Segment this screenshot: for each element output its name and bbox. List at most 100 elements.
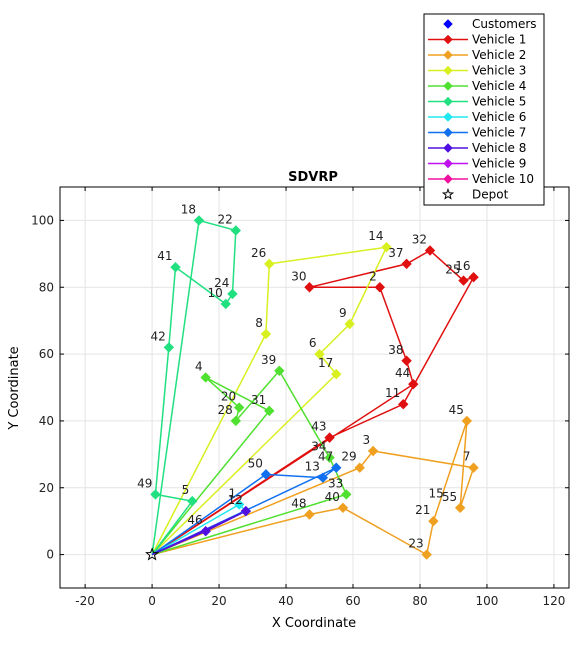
customer-label: 7 <box>463 450 471 464</box>
legend-label: Vehicle 10 <box>472 172 534 186</box>
x-tick-label: 60 <box>345 594 360 608</box>
customer-label: 55 <box>442 490 457 504</box>
legend-swatch <box>443 19 453 29</box>
customer-point-41 <box>170 261 181 273</box>
y-tick-label: 80 <box>39 280 54 294</box>
customer-label: 14 <box>368 229 383 243</box>
customer-point-44 <box>408 378 419 390</box>
x-tick-label: 0 <box>148 594 156 608</box>
customer-point-11 <box>398 399 409 410</box>
customer-point-33 <box>341 489 352 500</box>
customer-point-22 <box>230 225 242 236</box>
y-tick-label: 20 <box>39 481 54 495</box>
customer-point-43 <box>324 432 335 443</box>
legend-swatch <box>443 81 453 91</box>
customer-label: 26 <box>251 246 266 260</box>
customer-point-48 <box>304 509 315 520</box>
customer-label: 11 <box>385 386 400 400</box>
customer-label: 17 <box>318 356 333 370</box>
customer-label: 40 <box>325 490 340 504</box>
customer-label: 1 <box>229 486 237 500</box>
customer-point-30 <box>304 282 315 293</box>
customer-point-31 <box>264 405 275 417</box>
customer-label: 21 <box>415 503 430 517</box>
customer-label: 43 <box>311 420 326 434</box>
legend-entry: Vehicle 10 <box>428 172 534 186</box>
customer-point-32 <box>424 245 436 256</box>
legend-entry: Vehicle 3 <box>428 64 526 78</box>
legend-swatch <box>443 112 453 122</box>
y-tick-label: 100 <box>31 213 54 227</box>
y-tick-label: 0 <box>46 548 54 562</box>
x-tick-label: 100 <box>476 594 499 608</box>
customer-point-8 <box>260 328 272 340</box>
customer-label: 24 <box>214 276 229 290</box>
legend-swatch <box>443 158 453 169</box>
chart-title: SDVRP <box>288 170 338 185</box>
customer-label: 22 <box>218 212 233 226</box>
customer-point-12 <box>240 505 252 517</box>
customer-label: 39 <box>261 353 276 367</box>
legend-swatch <box>443 143 453 153</box>
customer-label: 23 <box>408 537 423 551</box>
route-line-vehicle-3 <box>151 246 388 556</box>
x-tick-label: 40 <box>278 594 293 608</box>
route-line-vehicle-8 <box>151 510 247 556</box>
customer-point-34 <box>324 452 335 463</box>
customer-point-9 <box>344 318 355 330</box>
customer-label: 20 <box>221 390 236 404</box>
legend-swatch <box>441 188 455 200</box>
customer-label: 13 <box>305 460 320 474</box>
legend-label: Vehicle 3 <box>472 64 526 78</box>
legend-entry: Vehicle 5 <box>428 95 526 109</box>
customer-label: 4 <box>195 359 203 373</box>
customer-label: 32 <box>412 232 427 246</box>
legend-swatch <box>443 174 453 184</box>
y-tick-label: 40 <box>39 414 54 428</box>
legend-entry: Vehicle 2 <box>428 48 526 62</box>
depot-marker <box>145 547 160 561</box>
legend-entry: Customers <box>443 17 537 31</box>
customer-label: 33 <box>328 476 343 490</box>
plot-area <box>59 186 570 589</box>
route-markers <box>145 215 479 561</box>
customer-label: 5 <box>182 483 190 497</box>
customer-label: 31 <box>251 393 266 407</box>
customer-point-18 <box>193 215 205 226</box>
y-axis-label: Y Coordinate <box>7 346 22 430</box>
legend-entry: Depot <box>441 188 509 202</box>
customer-label: 25 <box>445 263 460 277</box>
customer-point-1 <box>233 499 245 510</box>
customer-label: 28 <box>218 403 233 417</box>
customer-point-45 <box>461 415 473 427</box>
legend-label: Depot <box>472 188 509 202</box>
customer-point-7 <box>468 462 479 473</box>
customer-point-2 <box>374 282 386 293</box>
customer-point-24 <box>227 288 238 300</box>
x-tick-label: -20 <box>75 594 95 608</box>
grid-lines <box>60 187 569 588</box>
customer-label: 34 <box>311 440 326 454</box>
customer-point-42 <box>163 342 175 353</box>
legend-label: Vehicle 4 <box>472 79 526 93</box>
legend-label: Vehicle 1 <box>472 33 526 47</box>
customer-point-28 <box>230 415 242 427</box>
customer-point-14 <box>381 241 392 253</box>
customer-label: 45 <box>449 403 464 417</box>
customer-label: 44 <box>395 366 410 380</box>
legend-swatch <box>443 34 453 45</box>
customer-point-6 <box>314 348 325 360</box>
customer-label: 18 <box>181 202 196 216</box>
legend-swatch <box>443 96 453 107</box>
legend-label: Vehicle 8 <box>472 141 526 155</box>
customer-label: 2 <box>369 269 377 283</box>
route-line-vehicle-5 <box>151 219 237 556</box>
customer-point-50 <box>260 469 272 480</box>
legend-label: Vehicle 9 <box>472 157 526 171</box>
legend-swatch <box>443 65 453 76</box>
legend-label: Vehicle 6 <box>472 110 526 124</box>
customer-point-21 <box>428 515 439 527</box>
customer-point-40 <box>337 502 349 514</box>
legend-entry: Vehicle 4 <box>428 79 526 93</box>
legend-swatch <box>443 50 453 60</box>
